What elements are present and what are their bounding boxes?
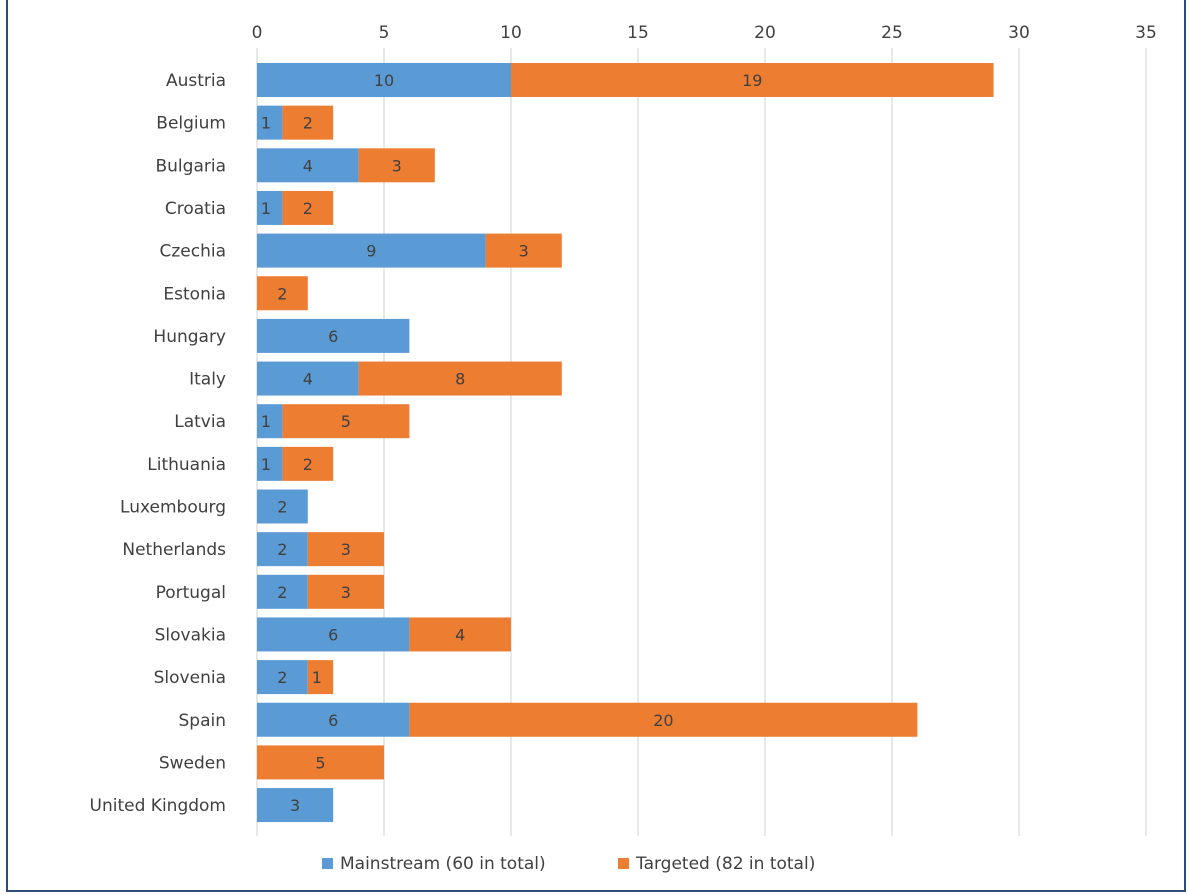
bar-segment (358, 361, 562, 396)
category-label: United Kingdom (90, 796, 226, 816)
data-label: 2 (303, 199, 313, 218)
data-label: 3 (341, 540, 351, 559)
category-label: Hungary (153, 327, 226, 347)
bar-segment (282, 446, 334, 481)
bar-segment (257, 532, 308, 567)
bar-segment (257, 702, 410, 737)
data-label: 2 (277, 540, 287, 559)
data-label: 3 (290, 796, 300, 815)
bar-segment (257, 233, 486, 268)
data-label: 2 (303, 114, 313, 133)
bar-segment (485, 233, 562, 268)
category-label: Sweden (159, 753, 226, 773)
bar-segment (257, 318, 410, 353)
bar-segment (257, 446, 283, 481)
bar-segment (409, 702, 918, 737)
bar-segment (257, 276, 308, 311)
legend-swatch (618, 858, 629, 869)
category-label: Slovakia (155, 625, 226, 645)
category-labels: Austria Belgium Bulgaria Croatia Czechia Esto… (90, 71, 227, 816)
data-label: 5 (315, 753, 325, 772)
category-label: Czechia (159, 242, 226, 262)
data-label: 1 (261, 114, 271, 133)
category-label: Bulgaria (156, 156, 227, 176)
category-label: Estonia (163, 284, 226, 304)
data-label: 9 (366, 242, 376, 261)
category-label: Croatia (165, 199, 226, 219)
bar-segment (511, 63, 994, 97)
data-label: 3 (392, 156, 402, 175)
data-label: 2 (277, 583, 287, 602)
bar-segment (358, 148, 435, 183)
bar-segment (257, 404, 283, 439)
category-label: Latvia (174, 412, 226, 432)
x-tick-label: 35 (1135, 23, 1157, 43)
data-label: 20 (653, 711, 673, 730)
data-label: 6 (328, 327, 338, 346)
bar-segment (257, 788, 334, 823)
category-label: Lithuania (147, 455, 226, 475)
x-axis-ticks: 0 5 10 15 20 25 30 35 (252, 23, 1157, 43)
bar-segment (257, 660, 308, 695)
bar-segment (257, 190, 283, 225)
x-tick-label: 15 (627, 23, 649, 43)
x-tick-label: 20 (754, 23, 776, 43)
bar-segment (257, 745, 384, 780)
data-label: 1 (261, 455, 271, 474)
data-label: 6 (328, 711, 338, 730)
legend-label: Mainstream (60 in total) (340, 854, 546, 874)
category-label: Austria (166, 71, 226, 91)
data-label: 1 (312, 668, 322, 687)
x-tick-label: 5 (379, 23, 390, 43)
data-label: 1 (261, 199, 271, 218)
legend-swatch (322, 858, 333, 869)
bar-segment (257, 361, 359, 396)
data-label: 4 (303, 370, 313, 389)
bar-segment (257, 574, 308, 609)
category-label: Netherlands (122, 540, 226, 560)
data-label: 2 (277, 668, 287, 687)
bars: 10 19 1 2 4 3 1 2 9 3 2 6 4 8 1 5 1 2 2 2 3 2 3 6 4 2 1 6 20 5 3 (257, 63, 994, 823)
category-label: Portugal (156, 583, 226, 603)
bar-segment (257, 63, 511, 97)
data-label: 4 (303, 156, 313, 175)
category-label: Italy (189, 370, 226, 390)
bar-segment (257, 617, 410, 652)
legend: Mainstream (60 in total) Targeted (82 in … (322, 854, 815, 874)
x-tick-label: 0 (252, 23, 263, 43)
x-tick-label: 30 (1008, 23, 1030, 43)
data-label: 5 (341, 412, 351, 431)
bar-segment (307, 532, 384, 567)
x-tick-label: 25 (881, 23, 903, 43)
data-label: 2 (303, 455, 313, 474)
data-label: 19 (742, 71, 762, 90)
bar-segment (282, 105, 334, 140)
data-label: 2 (277, 284, 287, 303)
x-tick-label: 10 (500, 23, 522, 43)
bar-segment (257, 105, 283, 140)
bar-segment (257, 148, 359, 183)
bar-segment (307, 574, 384, 609)
data-label: 10 (374, 71, 394, 90)
bar-segment (409, 617, 511, 652)
data-label: 1 (261, 412, 271, 431)
data-label: 2 (277, 498, 287, 517)
category-label: Luxembourg (120, 498, 226, 518)
data-label: 3 (519, 242, 529, 261)
legend-label: Targeted (82 in total) (635, 854, 815, 874)
category-label: Spain (179, 711, 227, 731)
category-label: Slovenia (154, 668, 226, 688)
chart-frame (6, 0, 1186, 892)
bar-segment (307, 660, 334, 695)
data-label: 3 (341, 583, 351, 602)
data-label: 8 (455, 370, 465, 389)
bar-segment (282, 404, 410, 439)
bar-segment (282, 190, 334, 225)
data-label: 6 (328, 625, 338, 644)
data-label: 4 (455, 625, 465, 644)
category-label: Belgium (156, 114, 226, 134)
bar-segment (257, 489, 308, 524)
